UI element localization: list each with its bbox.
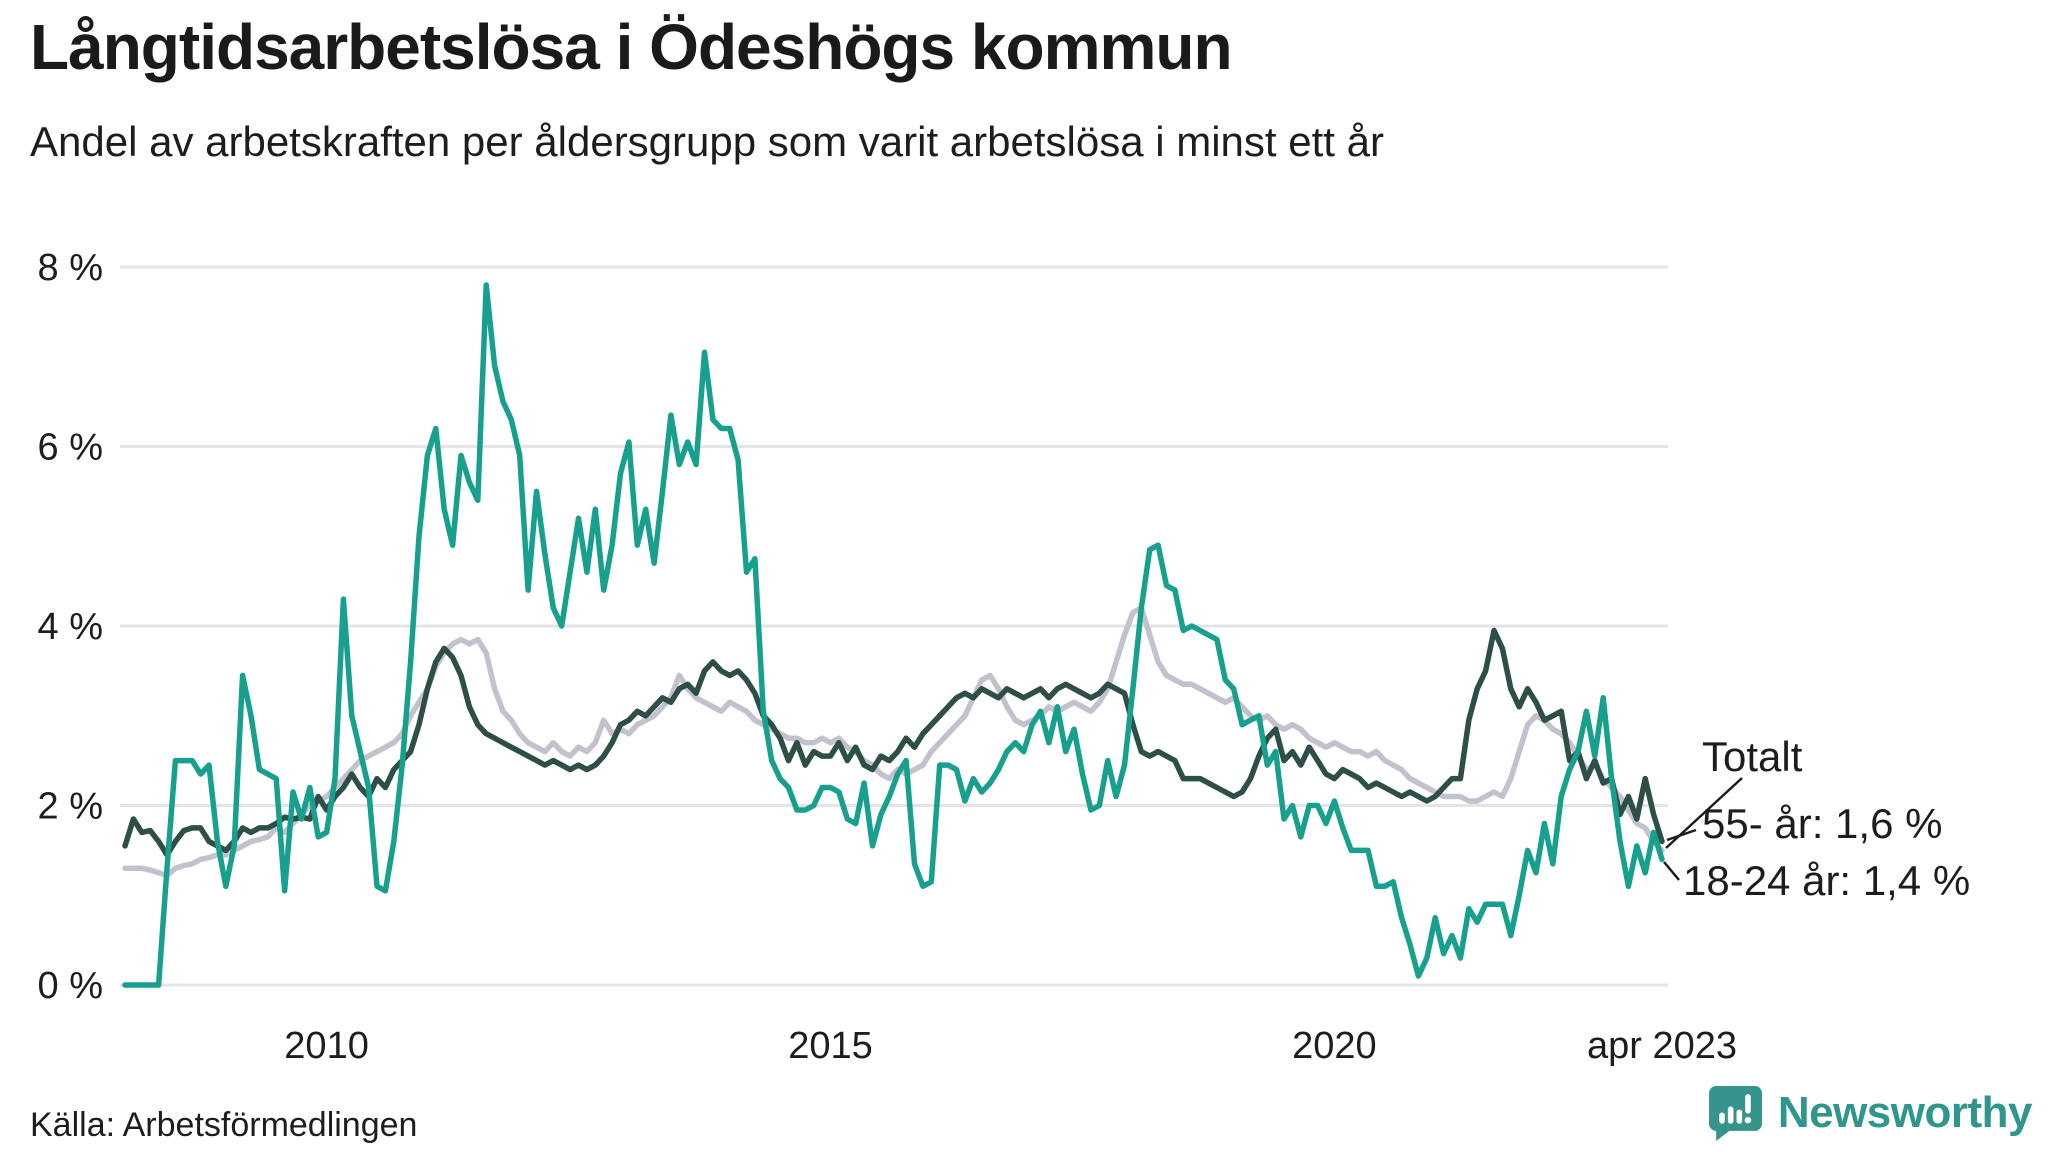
x-tick-label: 2020 — [1292, 1025, 1377, 1067]
x-tick-label: 2015 — [788, 1025, 873, 1067]
series-line-totalt — [122, 605, 1665, 879]
y-tick-label: 0 % — [38, 965, 103, 1007]
series-end-label: Totalt — [1702, 733, 1803, 780]
y-tick-label: 2 % — [38, 786, 103, 828]
series-end-label: 18-24 år: 1,4 % — [1683, 857, 1970, 904]
y-tick-label: 6 % — [38, 427, 103, 469]
page-title: Långtidsarbetslösa i Ödeshögs kommun — [30, 11, 1233, 83]
y-tick-label: 8 % — [38, 247, 103, 289]
series-line-18-24-r — [122, 282, 1665, 988]
newsworthy-wordmark: Newsworthy — [1777, 1087, 2033, 1137]
annotation-leader — [1663, 861, 1680, 881]
series-end-label: 55- år: 1,6 % — [1702, 800, 1942, 847]
line-chart-svg: 0 % 2 % 4 % 6 % 8 % 2010 2015 2020 apr 2023 Total… — [38, 247, 1971, 1067]
page-subtitle: Andel av arbetskraften per åldersgrupp s… — [30, 118, 1384, 165]
x-tick-label: 2010 — [284, 1025, 369, 1067]
x-tick-label: apr 2023 — [1587, 1025, 1737, 1067]
annotation-leader — [1666, 828, 1697, 842]
newsworthy-logo: Newsworthy — [1707, 1084, 2033, 1141]
line-chart: 0 % 2 % 4 % 6 % 8 % 2010 2015 2020 apr 2023 Total… — [0, 200, 2048, 1080]
source-note: Källa: Arbetsförmedlingen — [30, 1106, 418, 1144]
y-tick-label: 4 % — [38, 606, 103, 648]
newsworthy-icon — [1707, 1084, 1764, 1141]
series-line-55-r — [122, 627, 1665, 858]
